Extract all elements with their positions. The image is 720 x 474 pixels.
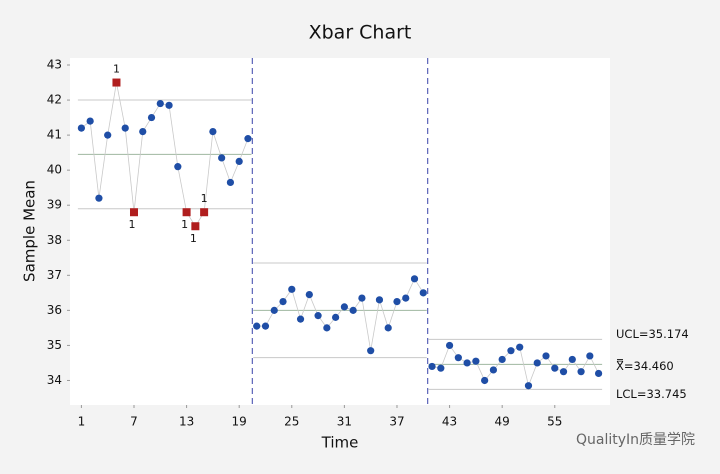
x-tick-label: 7 [130,415,138,429]
point [296,315,305,323]
x-tick-label: 25 [284,415,299,429]
y-tick-label: 41 [47,128,62,142]
point [358,294,366,302]
flagged-point [129,208,138,217]
point [375,296,384,304]
flag-label: 1 [181,218,188,231]
point [165,101,173,109]
flag-label: 1 [201,192,208,205]
point [139,128,147,136]
point [498,355,506,364]
x-tick-label: 19 [232,415,247,429]
point [472,357,480,365]
point [489,366,498,374]
flagged-point [112,78,121,87]
point [586,352,594,360]
point [332,313,340,321]
point [559,368,568,376]
point [367,347,375,355]
y-tick-label: 36 [47,303,62,317]
limit-label: LCL=33.745 [616,387,687,401]
point [577,368,585,376]
point [95,194,103,202]
point [244,135,252,143]
point [209,128,217,136]
x-tick-label: 49 [495,415,510,429]
point [445,341,454,350]
point [507,347,515,355]
watermark: QualityIn质量学院 [576,432,695,448]
point [226,178,235,187]
point [384,324,392,332]
point [270,306,278,314]
point [253,322,261,330]
point [568,355,576,364]
flag-label: 1 [128,218,135,231]
y-tick-label: 38 [47,233,62,247]
flag-label: 1 [190,232,197,245]
x-tick-label: 55 [547,415,562,429]
x-tick-label: 1 [78,415,86,429]
point [551,364,559,372]
x-tick-label: 43 [442,415,457,429]
flagged-point [182,208,191,217]
point [595,369,603,378]
point [428,362,436,371]
point [340,303,348,311]
point [349,306,357,314]
point [393,298,401,306]
y-tick-label: 43 [47,58,62,72]
x-tick-label: 31 [337,415,352,429]
limit-label: X̿=34.460 [616,358,674,373]
point [104,131,112,139]
plot-area [70,58,610,405]
point [419,289,427,297]
y-tick-label: 40 [47,163,62,177]
y-tick-label: 34 [47,373,62,387]
point [323,324,331,332]
point [402,294,410,302]
y-tick-label: 42 [47,93,62,107]
point [524,382,533,390]
point [463,359,471,367]
point [235,157,243,165]
y-tick-label: 39 [47,198,62,212]
x-axis-label: Time [321,434,359,452]
x-tick-label: 13 [179,415,194,429]
point [261,322,270,330]
flag-label: 1 [113,63,120,76]
point [288,285,296,293]
y-tick-label: 35 [47,338,62,352]
point [410,275,419,283]
point [77,124,85,132]
y-axis-label: Sample Mean [21,180,39,282]
point [279,298,287,306]
point [533,359,541,367]
point [86,117,94,125]
x-tick-label: 37 [389,415,404,429]
point [218,154,226,162]
point [481,376,489,385]
chart-title: Xbar Chart [309,22,412,44]
point [437,364,445,372]
y-tick-label: 37 [47,268,62,282]
point [454,354,462,362]
point [314,312,322,320]
point [174,163,182,171]
flagged-point [200,208,209,217]
flagged-point [191,222,200,231]
point [156,99,164,108]
series-line [81,82,249,227]
limit-label: UCL=35.174 [616,327,689,341]
point [147,113,156,122]
point [516,343,524,351]
point [305,290,313,299]
point [121,124,129,132]
point [542,352,550,360]
